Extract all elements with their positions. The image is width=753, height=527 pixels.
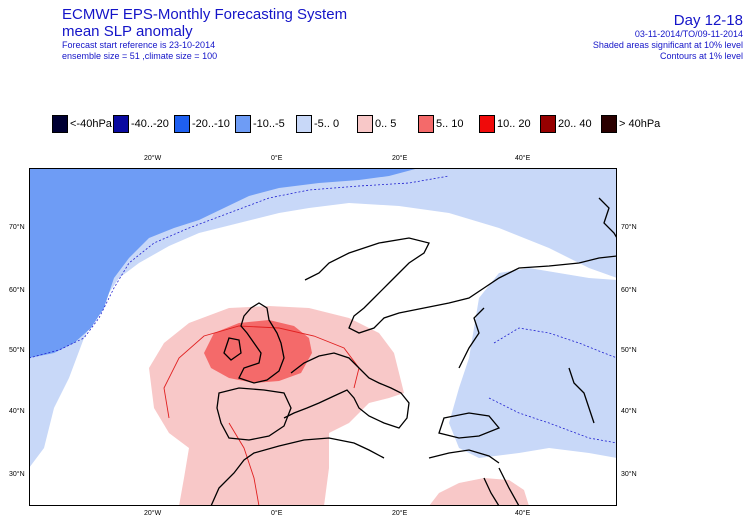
ensemble-size: ensemble size = 51 ,climate size = 100: [62, 51, 218, 61]
legend-label: > 40hPa: [619, 118, 661, 130]
lon-label-bottom: 20°W: [144, 510, 162, 517]
shaded-note: Shaded areas significant at 10% level: [592, 40, 743, 50]
legend-label: -20..-10: [192, 118, 230, 130]
header-left: ECMWF EPS-Monthly Forecasting System mea…: [62, 6, 347, 62]
legend-label: 10.. 20: [497, 118, 531, 130]
legend-label: 0.. 5: [375, 118, 397, 130]
legend-swatch: [418, 115, 434, 133]
title-line-2: mean SLP anomaly: [62, 23, 193, 40]
anomaly-map: [29, 168, 617, 506]
lat-label-left: 60°N: [9, 287, 25, 294]
anomaly-area-neg-east: [449, 268, 617, 458]
lon-label-bottom: 40°E: [515, 510, 531, 517]
lon-label-top: 20°W: [144, 155, 162, 162]
legend-swatch: [113, 115, 129, 133]
map-frame: [29, 168, 617, 506]
lon-label-bottom: 0°E: [271, 510, 283, 517]
lat-label-left: 30°N: [9, 471, 25, 478]
lon-label-top: 0°E: [271, 155, 283, 162]
legend-swatch: [601, 115, 617, 133]
lat-label-right: 40°N: [621, 408, 637, 415]
contour-east-dashed: [488, 327, 617, 444]
anomaly-area-pos-medium: [204, 320, 312, 383]
lon-label-top: 40°E: [515, 155, 531, 162]
legend-swatch: [540, 115, 556, 133]
color-legend: <-40hPa -40..-20 -20..-10 -10..-5 -5.. 0…: [52, 115, 692, 135]
lat-label-right: 60°N: [621, 287, 637, 294]
legend-swatch: [357, 115, 373, 133]
legend-label: 5.. 10: [436, 118, 464, 130]
legend-swatch: [174, 115, 190, 133]
lon-label-top: 20°E: [392, 155, 408, 162]
lat-label-left: 70°N: [9, 224, 25, 231]
lat-label-right: 30°N: [621, 471, 637, 478]
lat-label-left: 40°N: [9, 408, 25, 415]
forecast-reference: Forecast start reference is 23-10-2014: [62, 40, 216, 50]
legend-label: -40..-20: [131, 118, 169, 130]
lat-label-right: 50°N: [621, 347, 637, 354]
contour-neg-dashed: [29, 175, 450, 359]
legend-label: -5.. 0: [314, 118, 340, 130]
contour-pos: [163, 325, 360, 506]
legend-label: 20.. 40: [558, 118, 592, 130]
legend-swatch: [52, 115, 68, 133]
contour-note: Contours at 1% level: [659, 51, 743, 61]
lon-label-bottom: 20°E: [392, 510, 408, 517]
legend-swatch: [296, 115, 312, 133]
legend-label: <-40hPa: [70, 118, 112, 130]
valid-period: 03-11-2014/TO/09-11-2014: [634, 29, 743, 39]
day-range: Day 12-18: [673, 12, 743, 29]
anomaly-area-pos-se: [429, 478, 529, 506]
lat-label-left: 50°N: [9, 347, 25, 354]
legend-swatch: [235, 115, 251, 133]
lat-label-right: 70°N: [621, 224, 637, 231]
legend-label: -10..-5: [253, 118, 285, 130]
title-line-1: ECMWF EPS-Monthly Forecasting System: [62, 6, 348, 23]
legend-swatch: [479, 115, 495, 133]
coastlines: [210, 197, 617, 506]
header-right: Day 12-18 03-11-2014/TO/09-11-2014 Shade…: [593, 12, 743, 62]
anomaly-area-neg-medium: [29, 168, 419, 358]
